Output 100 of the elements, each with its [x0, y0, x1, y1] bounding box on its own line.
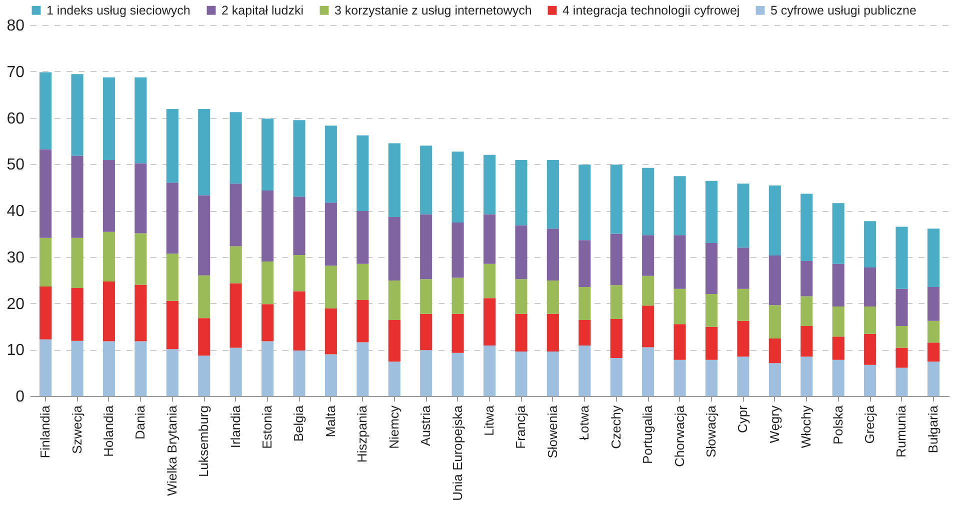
bar: [293, 255, 306, 292]
bar: [230, 348, 242, 396]
bar: [705, 360, 718, 396]
bar: [198, 318, 210, 356]
bar: [800, 356, 813, 396]
x-tick-label: Polska: [830, 404, 846, 445]
bar: [293, 291, 306, 351]
bar: [166, 108, 178, 183]
bar: [832, 264, 844, 306]
bar: [261, 341, 274, 396]
bar: [515, 279, 528, 314]
x-tick-label: Szwecja: [69, 404, 84, 454]
bar: [674, 288, 686, 324]
bar: [134, 341, 147, 396]
bar: [388, 280, 400, 320]
bar: [324, 308, 337, 354]
x-tick-label: Wielka Brytania: [164, 404, 180, 496]
bar: [800, 296, 813, 326]
bar: [71, 340, 84, 396]
bar: [864, 268, 876, 306]
bar: [642, 168, 654, 236]
bar: [420, 214, 432, 280]
bar: [642, 306, 654, 348]
bar: [134, 163, 147, 234]
bar: [927, 362, 940, 396]
bar: [71, 288, 84, 341]
bar: [261, 262, 274, 304]
bar: [324, 202, 337, 266]
bar: [166, 349, 178, 396]
x-tick-label: Belgia: [291, 404, 306, 442]
bar: [515, 225, 528, 280]
bar: [896, 288, 908, 326]
y-tick-label: 50: [6, 156, 25, 174]
legend-label: 3 korzystanie z usług internetowych: [334, 3, 532, 18]
legend-label: 4 integracja technologii cyfrowej: [562, 3, 740, 18]
x-tick-label: Hiszpania: [354, 404, 370, 463]
y-tick-label: 60: [6, 110, 25, 128]
bar: [927, 342, 940, 362]
bar: [356, 264, 369, 300]
bar: [800, 326, 813, 357]
bar: [452, 352, 464, 396]
bar: [546, 280, 559, 314]
bar: [832, 306, 844, 337]
bar: [166, 254, 178, 301]
bar: [388, 362, 400, 396]
bar: [420, 279, 432, 314]
bar: [452, 222, 464, 278]
bar: [452, 152, 464, 223]
bar: [166, 300, 178, 350]
bar: [768, 363, 781, 396]
bar: [674, 176, 686, 236]
bar: [293, 350, 306, 396]
bar: [927, 228, 940, 288]
bar: [737, 320, 750, 357]
bar: [230, 184, 242, 246]
bar: [674, 360, 686, 396]
x-tick-label: Estonia: [260, 404, 275, 449]
bar: [642, 235, 654, 276]
bar: [324, 126, 337, 203]
bar: [388, 320, 400, 362]
bar: [324, 354, 337, 396]
bar: [864, 364, 876, 396]
x-tick-label: Portugalia: [640, 404, 656, 464]
bar: [896, 326, 908, 348]
bar: [102, 160, 115, 232]
bar: [483, 345, 496, 396]
x-tick-label: Łotwa: [576, 404, 592, 440]
x-tick-label: Grecja: [862, 404, 878, 444]
bar: [71, 74, 84, 156]
bar: [198, 356, 210, 396]
bar: [610, 319, 622, 358]
x-tick-label: Unia Europejska: [450, 404, 465, 501]
legend-label: 5 cyfrowe usługi publiczne: [770, 3, 916, 18]
bar: [737, 248, 750, 289]
x-tick-label: Rumunia: [894, 404, 909, 458]
bar: [864, 334, 876, 365]
bar: [578, 345, 591, 396]
bar: [515, 351, 528, 396]
x-tick-label: Chorwacja: [672, 404, 687, 467]
bar: [356, 342, 369, 396]
bar: [420, 314, 432, 350]
bar: [832, 203, 844, 264]
y-tick-label: 70: [6, 64, 25, 81]
bar: [388, 143, 400, 217]
bar: [578, 287, 591, 320]
bar: [166, 182, 178, 254]
bar: [610, 164, 622, 234]
bar: [705, 242, 718, 294]
x-tick-label: Litwa: [482, 404, 496, 436]
bar: [40, 286, 52, 340]
bar: [768, 185, 781, 256]
bar: [515, 160, 528, 226]
x-tick-label: Finlandia: [38, 404, 53, 458]
bar: [864, 221, 876, 268]
bar: [705, 326, 718, 360]
y-tick-label: 20: [6, 296, 25, 313]
bar: [261, 118, 274, 191]
bar: [356, 300, 369, 342]
x-tick-label: Włochy: [798, 405, 814, 448]
x-tick-label: Irlandia: [228, 404, 243, 448]
